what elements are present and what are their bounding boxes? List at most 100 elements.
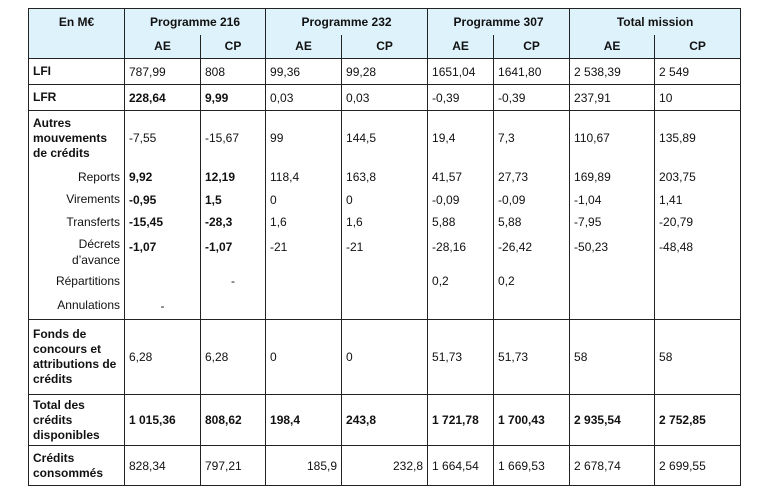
value-cell: 1641,80 <box>493 58 571 85</box>
value-cell: 1,6 <box>265 210 343 234</box>
value-cell: 797,21 <box>199 445 267 486</box>
value-cell <box>654 269 742 293</box>
value-cell: 0,03 <box>265 84 343 111</box>
group-header-216: Programme 216 <box>123 8 267 35</box>
group-header-307: Programme 307 <box>427 8 571 35</box>
value-cell: 19,4 <box>427 110 495 166</box>
value-cell: -20,79 <box>654 210 742 234</box>
value-cell: 808 <box>199 58 267 85</box>
sub-header-ae: AE <box>124 34 201 59</box>
value-cell: 58 <box>654 319 742 395</box>
value-cell: 1 700,43 <box>493 394 571 446</box>
value-cell: 2 699,55 <box>654 445 742 486</box>
value-cell: 0,2 <box>493 269 571 293</box>
value-cell <box>341 292 429 320</box>
group-header-total: Total mission <box>569 8 742 35</box>
value-cell: 0 <box>265 319 343 395</box>
value-cell: -0,09 <box>493 188 571 211</box>
table-row: Annulations - <box>28 292 742 320</box>
value-cell: 1 664,54 <box>427 445 495 486</box>
value-cell: 58 <box>569 319 656 395</box>
table-row: LFI 787,99 808 99,36 99,28 1651,04 1641,80 2 53… <box>28 58 742 85</box>
row-label: Crédits consommés <box>28 445 125 486</box>
value-cell: 12,19 <box>199 165 267 189</box>
value-cell: 118,4 <box>265 165 343 189</box>
value-cell: 198,4 <box>265 394 343 446</box>
value-cell: 185,9 <box>265 445 343 486</box>
table-row: Décrets d’avance -1,07 -1,07 -21 -21 -28,16 -2… <box>28 233 742 270</box>
sub-header-ae: AE <box>265 34 343 59</box>
value-cell <box>199 292 267 320</box>
value-cell: 228,64 <box>124 84 201 111</box>
value-cell: -50,23 <box>569 233 656 270</box>
value-cell: 9,92 <box>124 165 201 189</box>
value-cell: -21 <box>341 233 429 270</box>
value-cell: 0 <box>341 188 429 211</box>
value-cell: 1651,04 <box>427 58 495 85</box>
value-cell: -48,48 <box>654 233 742 270</box>
sub-header-cp: CP <box>654 34 742 59</box>
value-cell: 169,89 <box>569 165 656 189</box>
value-cell <box>654 292 742 320</box>
value-cell: 27,73 <box>493 165 571 189</box>
value-cell <box>427 292 495 320</box>
value-cell: -28,3 <box>199 210 267 234</box>
value-cell <box>341 269 429 293</box>
credits-table: En M€ Programme 216 Programme 232 Progra… <box>28 8 742 486</box>
sub-header-cp: CP <box>493 34 571 59</box>
value-cell: -7,55 <box>124 110 201 166</box>
unit-header: En M€ <box>28 8 125 59</box>
value-cell: -1,04 <box>569 188 656 211</box>
sub-header-cp: CP <box>341 34 429 59</box>
value-cell: 243,8 <box>341 394 429 446</box>
value-cell: 0,03 <box>341 84 429 111</box>
value-cell: 203,75 <box>654 165 742 189</box>
value-cell: -0,39 <box>427 84 495 111</box>
row-label: Annulations <box>28 292 125 320</box>
value-cell: 6,28 <box>199 319 267 395</box>
value-cell: 1,41 <box>654 188 742 211</box>
value-cell: -0,39 <box>493 84 571 111</box>
value-cell: 0 <box>265 188 343 211</box>
row-label: Répartitions <box>28 269 125 293</box>
sub-header-cp: CP <box>199 34 267 59</box>
value-cell: 1,5 <box>199 188 267 211</box>
value-cell: 237,91 <box>569 84 656 111</box>
value-cell: 2 538,39 <box>569 58 656 85</box>
value-cell: -1,07 <box>199 233 267 270</box>
value-cell: 99 <box>265 110 343 166</box>
row-label: LFI <box>28 58 125 85</box>
row-label: Reports <box>28 165 125 189</box>
value-cell: 1 669,53 <box>493 445 571 486</box>
value-cell: 135,89 <box>654 110 742 166</box>
value-cell: 10 <box>654 84 742 111</box>
value-cell <box>569 269 656 293</box>
sub-header-ae: AE <box>427 34 495 59</box>
value-cell <box>265 269 343 293</box>
value-cell: 5,88 <box>427 210 495 234</box>
value-cell: -21 <box>265 233 343 270</box>
value-cell: 144,5 <box>341 110 429 166</box>
value-cell: 0,2 <box>427 269 495 293</box>
value-cell: -0,09 <box>427 188 495 211</box>
row-label: Autres mouvements de crédits <box>28 110 125 166</box>
value-cell: 51,73 <box>427 319 495 395</box>
value-cell: 9,99 <box>199 84 267 111</box>
value-cell: 1 015,36 <box>124 394 201 446</box>
value-cell: 2 935,54 <box>569 394 656 446</box>
value-cell: - <box>199 269 267 293</box>
value-cell: 2 752,85 <box>654 394 742 446</box>
table-row: Crédits consommés 828,34 797,21 185,9 232,8 1… <box>28 445 742 486</box>
value-cell: 163,8 <box>341 165 429 189</box>
value-cell: 0 <box>341 319 429 395</box>
value-cell: 6,28 <box>124 319 201 395</box>
value-cell: 41,57 <box>427 165 495 189</box>
value-cell: 787,99 <box>124 58 201 85</box>
value-cell: 5,88 <box>493 210 571 234</box>
table-row: LFR 228,64 9,99 0,03 0,03 -0,39 -0,39 237,91 10 <box>28 84 742 111</box>
value-cell: 99,36 <box>265 58 343 85</box>
value-cell <box>493 292 571 320</box>
table-row: Virements -0,95 1,5 0 0 -0,09 -0,09 -1,04 1,41 <box>28 188 742 211</box>
value-cell: 110,67 <box>569 110 656 166</box>
table-row: Fonds de concours et attributions de cré… <box>28 319 742 395</box>
